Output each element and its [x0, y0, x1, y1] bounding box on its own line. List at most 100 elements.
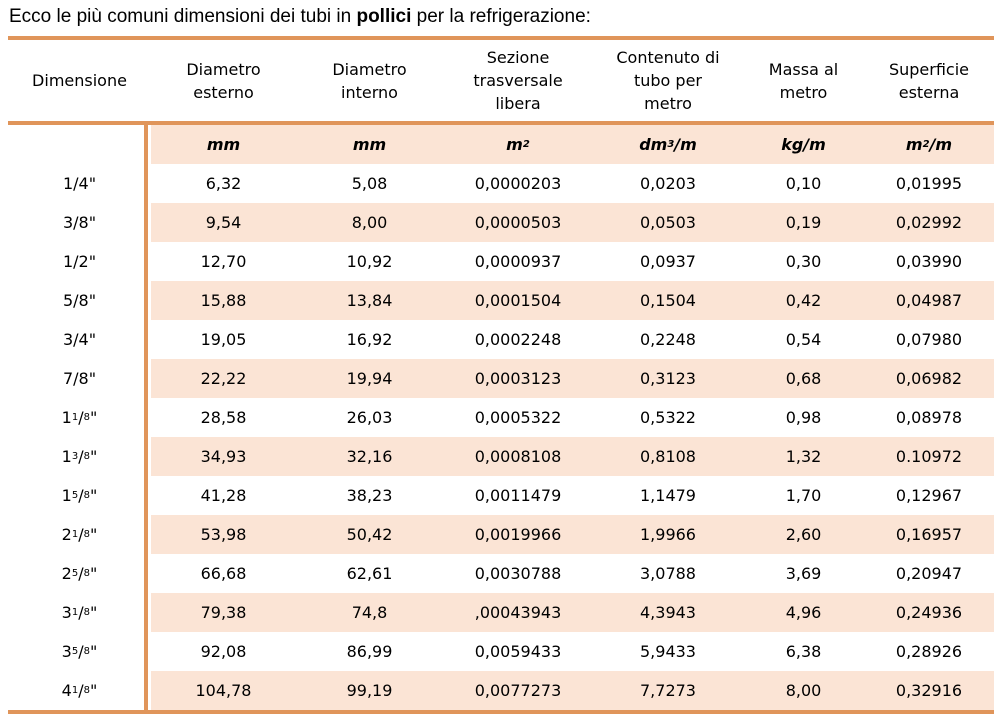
value-cell: 0,08978 — [895, 408, 963, 427]
value-cell: 41,28 — [200, 486, 247, 505]
intro-text-bold: pollici — [356, 6, 412, 27]
dimension-whole: 3/4" — [62, 330, 97, 349]
dimension-cell: 2 5/8 " — [61, 564, 98, 583]
value-cell: 66,68 — [200, 564, 247, 583]
value-cell: 9,54 — [151, 203, 296, 242]
value-cell: 0,98 — [785, 408, 822, 427]
value-cell: 0,0203 — [640, 174, 696, 193]
value-cell: 0,16957 — [864, 515, 994, 554]
value-cell: 0,30 — [785, 252, 822, 271]
value-cell: 0,3123 — [593, 359, 743, 398]
value-cell: 0,0937 — [640, 252, 696, 271]
value-cell: 34,93 — [151, 437, 296, 476]
fraction-slash: / — [78, 447, 84, 466]
table-row: 2 5/8 " 66,68 62,61 0,0030788 3,0788 3,69 0,209… — [8, 554, 994, 593]
unit-base: mm — [206, 135, 241, 154]
value-cell: 62,61 — [346, 564, 393, 583]
value-cell: 10,92 — [346, 252, 393, 271]
value-cell: 38,23 — [346, 486, 393, 505]
value-cell: 32,16 — [296, 437, 443, 476]
intro-text: Ecco le più comuni dimensioni dei tubi i… — [9, 6, 591, 28]
fraction-slash: / — [78, 681, 84, 700]
column-header: Massa al metro — [768, 59, 839, 102]
value-cell: 0,19 — [743, 203, 864, 242]
value-cell: 1,9966 — [593, 515, 743, 554]
unit-cell: m 2/m — [864, 125, 994, 164]
value-cell: 19,94 — [296, 359, 443, 398]
inch-mark: " — [89, 603, 98, 622]
fraction-slash: / — [78, 642, 84, 661]
value-cell: 0,42 — [743, 281, 864, 320]
bottom-rule — [8, 710, 994, 714]
dimension-whole: 4 — [61, 681, 72, 700]
dimension-whole: 3/8" — [62, 213, 97, 232]
value-cell: 0,0077273 — [443, 671, 593, 710]
value-cell: 5,08 — [351, 174, 388, 193]
table-row: 3/8" 9,54 8,00 0,0000503 0,0503 0,19 0,02992 — [8, 203, 994, 242]
table-row: 1 1/8 " 28,58 26,03 0,0005322 0,5322 0,98 0,089… — [8, 398, 994, 437]
value-cell: 3,0788 — [640, 564, 696, 583]
value-cell: 0,0003123 — [443, 359, 593, 398]
dimension-cell: 1/4" — [8, 164, 151, 203]
value-cell: 0,03990 — [895, 252, 963, 271]
unit-base: mm — [352, 135, 387, 154]
column-header: Diametro interno — [332, 59, 407, 102]
inch-mark: " — [89, 447, 98, 466]
value-cell: 0,12967 — [895, 486, 963, 505]
dimension-cell: 3/8" — [8, 203, 151, 242]
fraction-slash: / — [78, 564, 84, 583]
dimension-cell: 1 3/8 " — [61, 447, 98, 466]
value-cell: 0,0030788 — [474, 564, 562, 583]
value-cell: 13,84 — [296, 281, 443, 320]
unit-base: m — [506, 135, 523, 154]
value-cell: 92,08 — [200, 642, 247, 661]
value-cell: 2,60 — [743, 515, 864, 554]
vertical-rule — [144, 125, 148, 710]
dimension-whole: 1/4" — [62, 174, 97, 193]
table-row: 1/4" 6,32 5,08 0,0000203 0,0203 0,10 0,01995 — [8, 164, 994, 203]
dimension-cell: 3 1/8 " — [61, 603, 98, 622]
value-cell: 1,70 — [785, 486, 822, 505]
dimension-cell: 3/4" — [8, 320, 151, 359]
unit-base: m — [905, 135, 923, 154]
dimension-whole: 2 — [61, 564, 72, 583]
table-row: 7/8" 22,22 19,94 0,0003123 0,3123 0,68 0,06982 — [8, 359, 994, 398]
intro-text-end: per la refrigerazione: — [411, 6, 591, 27]
unit-cell: mm — [151, 125, 296, 164]
value-cell: 79,38 — [151, 593, 296, 632]
dimension-whole: 1 — [61, 486, 72, 505]
unit-tail: /m — [674, 135, 697, 154]
dimension-cell: 1 5/8 " — [61, 486, 98, 505]
value-cell: 0,0011479 — [474, 486, 562, 505]
units-row: mm mm m 2 dm 3/m kg/m m 2/m — [8, 125, 994, 164]
dimension-cell: 4 1/8 " — [61, 681, 98, 700]
value-cell: 22,22 — [151, 359, 296, 398]
value-cell: 0,68 — [743, 359, 864, 398]
value-cell: 15,88 — [151, 281, 296, 320]
table-row: 1 3/8 " 34,93 32,16 0,0008108 0,8108 1,32 0.109… — [8, 437, 994, 476]
fraction-slash: / — [78, 486, 84, 505]
fraction-slash: / — [78, 408, 84, 427]
dimension-cell: 2 1/8 " — [61, 525, 98, 544]
value-cell: 0.10972 — [864, 437, 994, 476]
value-cell: 1,32 — [743, 437, 864, 476]
value-cell: 104,78 — [151, 671, 296, 710]
table-row: 5/8" 15,88 13,84 0,0001504 0,1504 0,42 0,04987 — [8, 281, 994, 320]
units-blank-cell — [8, 125, 151, 164]
value-cell: 5,9433 — [640, 642, 696, 661]
inch-mark: " — [89, 525, 98, 544]
value-cell: 86,99 — [346, 642, 393, 661]
dimension-cell: 5/8" — [8, 281, 151, 320]
value-cell: 0,0000503 — [443, 203, 593, 242]
value-cell: 0,2248 — [640, 330, 696, 349]
value-cell: 0,01995 — [895, 174, 963, 193]
table-row: 3 5/8 " 92,08 86,99 0,0059433 5,9433 6,38 0,289… — [8, 632, 994, 671]
dimension-whole: 7/8" — [62, 369, 97, 388]
value-cell: 1,1479 — [640, 486, 696, 505]
value-cell: 8,00 — [296, 203, 443, 242]
value-cell: 0,54 — [785, 330, 822, 349]
unit-base: kg/m — [781, 135, 826, 154]
table-row: 1/2" 12,70 10,92 0,0000937 0,0937 0,30 0,03990 — [8, 242, 994, 281]
table-row: 2 1/8 " 53,98 50,42 0,0019966 1,9966 2,60 0,169… — [8, 515, 994, 554]
